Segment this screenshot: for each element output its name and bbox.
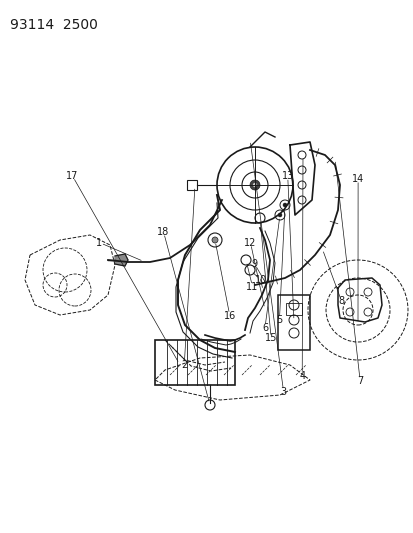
Text: 12: 12 xyxy=(244,238,256,247)
Text: 9: 9 xyxy=(251,259,257,269)
Text: 3: 3 xyxy=(280,387,286,397)
Circle shape xyxy=(282,203,286,207)
Text: 4: 4 xyxy=(299,371,304,381)
Text: 18: 18 xyxy=(157,227,169,237)
Bar xyxy=(277,295,309,350)
Text: 13: 13 xyxy=(281,171,293,181)
Text: 5: 5 xyxy=(275,315,282,325)
Text: 10: 10 xyxy=(254,275,266,285)
Circle shape xyxy=(277,213,281,217)
Text: 14: 14 xyxy=(351,174,363,183)
Bar xyxy=(154,340,235,385)
Text: 16: 16 xyxy=(223,311,235,320)
Polygon shape xyxy=(115,254,128,266)
Text: 11: 11 xyxy=(246,282,258,292)
Text: 1: 1 xyxy=(96,238,102,247)
Text: 8: 8 xyxy=(338,296,344,306)
Text: 93114  2500: 93114 2500 xyxy=(10,18,97,32)
Circle shape xyxy=(252,182,257,188)
Circle shape xyxy=(211,237,218,243)
Text: 17: 17 xyxy=(66,171,78,181)
Circle shape xyxy=(249,180,259,190)
Text: 2: 2 xyxy=(180,360,187,370)
Text: 7: 7 xyxy=(356,376,363,386)
Text: 15: 15 xyxy=(264,334,277,343)
Text: 6: 6 xyxy=(261,323,267,333)
Bar xyxy=(187,180,197,190)
Bar xyxy=(285,303,301,315)
